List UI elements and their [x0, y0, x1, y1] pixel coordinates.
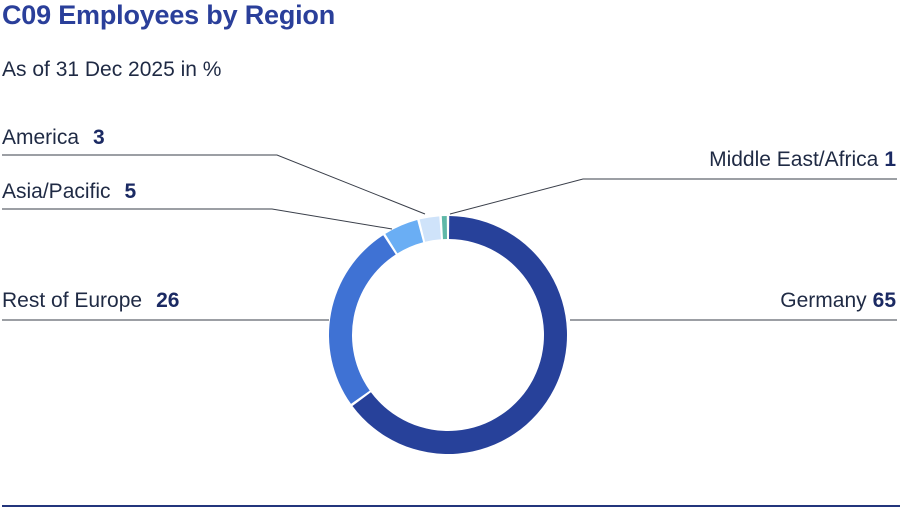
- label-name-asia-pacific: Asia/Pacific: [2, 180, 111, 203]
- chart-subtitle: As of 31 Dec 2025 in %: [2, 58, 222, 81]
- leader-line-asia-pacific: [2, 208, 393, 230]
- label-name-middle-east-africa: Middle East/Africa: [709, 148, 879, 171]
- label-value-america: 3: [93, 126, 105, 149]
- label-america: America 3: [2, 126, 105, 149]
- label-value-asia-pacific: 5: [125, 180, 137, 203]
- slice-rest-of-europe: [329, 235, 396, 404]
- label-value-germany: 65: [873, 289, 897, 312]
- label-rest-of-europe: Rest of Europe 26: [2, 289, 179, 312]
- bottom-rule: [2, 505, 900, 507]
- label-middle-east-africa: Middle East/Africa 1: [709, 148, 896, 171]
- leader-line-america: [2, 154, 426, 215]
- chart-title: C09 Employees by Region: [2, 0, 336, 30]
- leader-line-middle-east-africa: [449, 178, 897, 215]
- slice-asia-pacific: [385, 220, 424, 254]
- label-value-rest-of-europe: 26: [156, 289, 179, 312]
- label-value-middle-east-africa: 1: [884, 148, 896, 171]
- label-name-germany: Germany: [780, 289, 867, 312]
- slice-middle-east-africa: [441, 216, 447, 240]
- slice-america: [419, 216, 441, 242]
- label-name-rest-of-europe: Rest of Europe: [2, 289, 142, 312]
- label-germany: Germany 65: [780, 289, 896, 312]
- label-asia-pacific: Asia/Pacific 5: [2, 180, 137, 203]
- label-name-america: America: [2, 126, 79, 149]
